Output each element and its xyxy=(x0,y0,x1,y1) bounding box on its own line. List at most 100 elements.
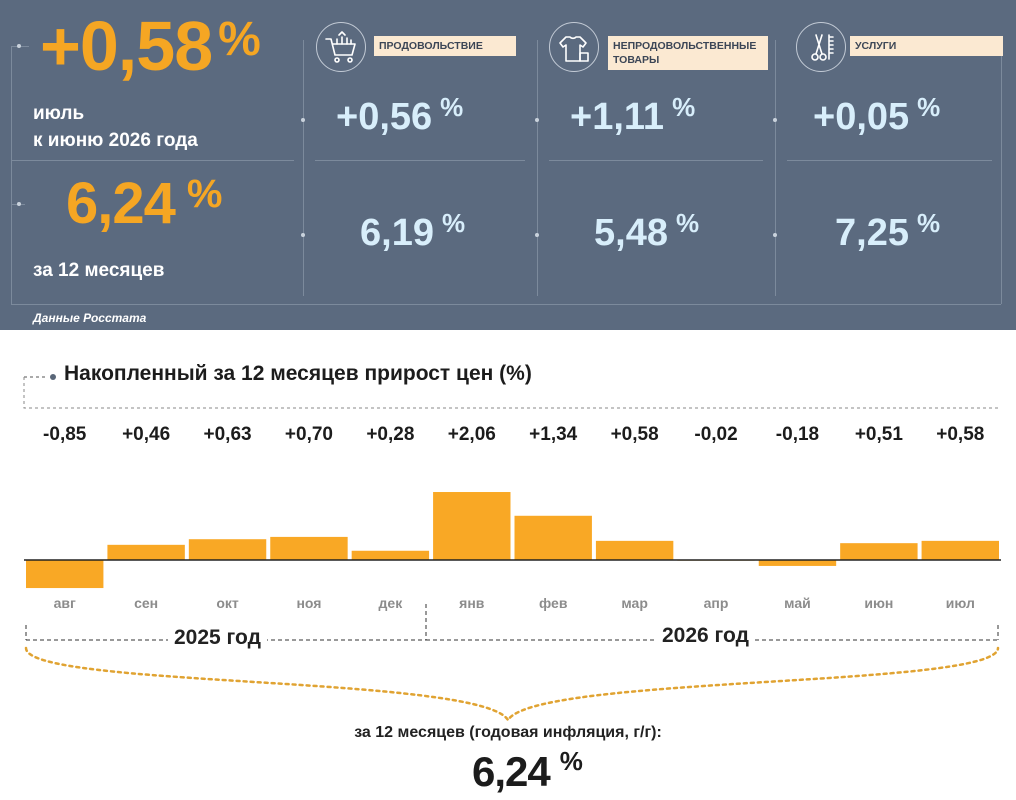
value-label-дек: +0,28 xyxy=(366,424,414,445)
month-label-апр: апр xyxy=(704,595,729,611)
monthly-label-line1: июль xyxy=(33,103,85,124)
annual-label: за 12 месяцев xyxy=(33,260,165,281)
nonfood-annual-value: 5,48% xyxy=(594,208,699,255)
bar-окт xyxy=(188,539,267,560)
frame-dot xyxy=(17,202,21,206)
month-label-ноя: ноя xyxy=(296,595,321,611)
bar-июл xyxy=(921,540,999,560)
annual-total-number: 6,24 xyxy=(472,748,551,795)
nonfood-monthly-value: +1,11% xyxy=(570,92,695,139)
value-label-апр: -0,02 xyxy=(694,424,737,445)
monthly-label: июль к июню 2026 года xyxy=(33,100,198,154)
monthly-value-unit: % xyxy=(218,13,261,66)
food-annual-value: 6,19% xyxy=(360,208,465,255)
month-label-июн: июн xyxy=(864,595,893,611)
services-monthly-unit: % xyxy=(917,92,941,122)
annual-value-unit: % xyxy=(186,172,223,216)
clothing-icon xyxy=(549,22,599,72)
bar-chart: -0,85 авг +0,46 сен +0,63 окт +0,70 ноя +0,28 дек… xyxy=(24,424,1001,611)
frame-line xyxy=(303,40,304,296)
nonfood-monthly-unit: % xyxy=(672,92,696,122)
value-label-янв: +2,06 xyxy=(448,424,496,445)
bar-фев xyxy=(514,515,592,560)
annual-value-number: 6,24 xyxy=(66,171,176,236)
chart-title: Накопленный за 12 месяцев прирост цен (%… xyxy=(64,362,532,385)
frame-dot xyxy=(301,118,305,122)
month-label-май: май xyxy=(784,595,811,611)
frame-line xyxy=(11,46,12,304)
month-label-авг: авг xyxy=(54,595,76,611)
frame-dot xyxy=(301,233,305,237)
bar-май xyxy=(758,560,837,566)
frame-line xyxy=(11,160,294,161)
frame-line xyxy=(787,160,992,161)
monthly-value-number: +0,58 xyxy=(40,7,213,85)
food-monthly-unit: % xyxy=(440,92,464,122)
category-label-services: УСЛУГИ xyxy=(850,36,1003,56)
frame-line xyxy=(549,160,763,161)
value-label-сен: +0,46 xyxy=(122,424,170,445)
month-label-янв: янв xyxy=(459,595,485,611)
frame-dot xyxy=(773,233,777,237)
scissors-comb-icon xyxy=(796,22,846,72)
frame-line xyxy=(775,40,776,296)
month-label-окт: окт xyxy=(216,595,239,611)
annual-inflation-caption: за 12 месяцев (годовая инфляция, г/г): xyxy=(354,724,662,741)
bar-июн xyxy=(840,543,918,560)
food-annual-number: 6,19 xyxy=(360,212,434,254)
frame-dot xyxy=(773,118,777,122)
frame-line xyxy=(315,160,525,161)
services-monthly-value: +0,05% xyxy=(813,92,940,139)
nonfood-monthly-number: +1,11 xyxy=(570,96,665,138)
value-label-июл: +0,58 xyxy=(936,424,984,445)
value-label-ноя: +0,70 xyxy=(285,424,333,445)
food-monthly-value: +0,56% xyxy=(336,92,463,139)
summary-panel: +0,58% июль к июню 2026 года 6,24% за 12… xyxy=(0,0,1016,330)
title-dot xyxy=(50,374,56,380)
frame-dot xyxy=(17,44,21,48)
frame-line xyxy=(1001,40,1002,304)
value-label-май: -0,18 xyxy=(776,424,819,445)
bar-мар xyxy=(595,540,674,560)
bar-авг xyxy=(26,560,104,589)
value-label-окт: +0,63 xyxy=(204,424,252,445)
food-monthly-number: +0,56 xyxy=(336,96,433,138)
nonfood-annual-unit: % xyxy=(675,208,700,238)
value-label-авг: -0,85 xyxy=(43,424,87,445)
annual-total-unit: % xyxy=(559,746,583,776)
bar-янв xyxy=(433,492,511,560)
category-label-nonfood: НЕПРОДОВОЛЬСТВЕННЫЕ ТОВАРЫ xyxy=(608,36,768,70)
frame-line xyxy=(11,304,1001,305)
year-2026-label: 2026 год xyxy=(656,624,755,648)
services-annual-value: 7,25% xyxy=(835,208,940,255)
year-2025-label: 2025 год xyxy=(168,626,267,650)
bar-ноя xyxy=(270,536,348,560)
month-label-сен: сен xyxy=(134,595,158,611)
annual-inflation-value: 6,24% xyxy=(66,170,223,237)
value-label-мар: +0,58 xyxy=(611,424,659,445)
annual-brace xyxy=(24,646,1000,723)
nonfood-annual-number: 5,48 xyxy=(594,212,668,254)
bar-дек xyxy=(351,550,430,560)
annual-inflation-total: 6,24% xyxy=(472,746,583,796)
services-monthly-number: +0,05 xyxy=(813,96,910,138)
title-underline xyxy=(23,377,1000,409)
monthly-label-line2: к июню 2026 года xyxy=(33,130,198,151)
category-label-food: ПРОДОВОЛЬСТВИЕ xyxy=(374,36,516,56)
frame-dot xyxy=(535,233,539,237)
monthly-inflation-value: +0,58% xyxy=(40,6,261,86)
frame-line xyxy=(537,40,538,296)
shopping-cart-icon xyxy=(316,22,366,72)
value-label-июн: +0,51 xyxy=(855,424,904,445)
services-annual-number: 7,25 xyxy=(835,212,909,254)
bar-сен xyxy=(107,544,185,560)
month-label-мар: мар xyxy=(621,595,648,611)
month-label-дек: дек xyxy=(379,595,404,611)
value-label-фев: +1,34 xyxy=(529,424,578,445)
month-label-июл: июл xyxy=(946,595,975,611)
data-source-note: Данные Росстата xyxy=(33,311,147,325)
services-annual-unit: % xyxy=(916,208,941,238)
frame-dot xyxy=(535,118,539,122)
food-annual-unit: % xyxy=(441,208,466,238)
month-label-фев: фев xyxy=(539,595,568,611)
